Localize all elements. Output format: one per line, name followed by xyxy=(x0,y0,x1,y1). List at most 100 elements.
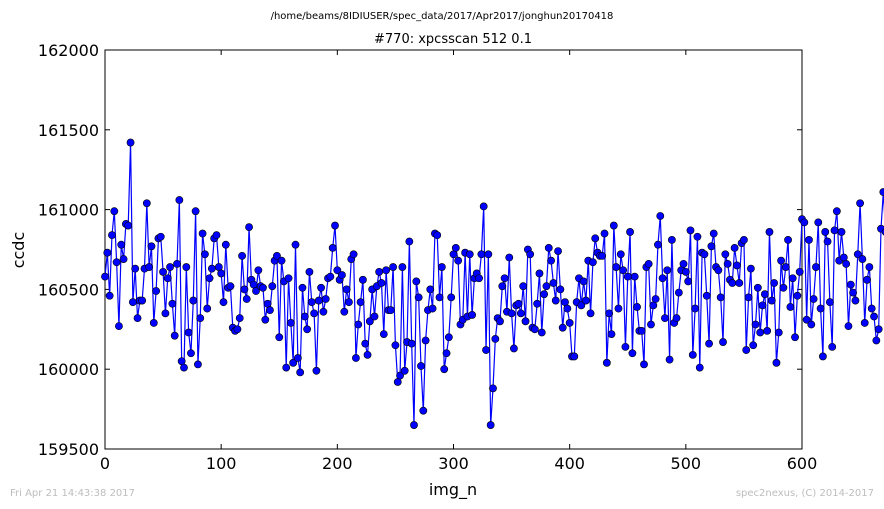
data-point xyxy=(607,330,616,338)
data-point xyxy=(598,251,607,260)
data-point xyxy=(770,279,779,287)
plot-area: 0 100 200 300 400 500 600 159500 160000 160500 161… xyxy=(38,41,884,473)
data-point xyxy=(851,296,860,305)
x-tick-label: 400 xyxy=(554,454,585,473)
data-point xyxy=(714,266,723,275)
data-point xyxy=(563,304,572,313)
data-point xyxy=(484,250,493,259)
data-point xyxy=(138,296,147,305)
data-point xyxy=(612,263,621,271)
data-point xyxy=(319,307,328,316)
data-point xyxy=(103,248,112,257)
data-point xyxy=(240,285,249,294)
data-point xyxy=(300,312,309,321)
data-point xyxy=(640,360,648,369)
data-point xyxy=(217,269,226,278)
data-point xyxy=(579,277,588,286)
data-point xyxy=(630,272,639,281)
data-point xyxy=(600,229,609,238)
data-point xyxy=(793,291,802,300)
data-point xyxy=(159,267,167,276)
data-point xyxy=(874,325,883,334)
data-point xyxy=(286,319,295,327)
data-point xyxy=(358,275,367,284)
data-point xyxy=(289,358,298,367)
data-point xyxy=(774,328,783,337)
data-point xyxy=(110,207,119,216)
data-point xyxy=(779,283,788,292)
data-point xyxy=(421,336,430,345)
data-point xyxy=(760,290,769,299)
data-point xyxy=(440,365,449,374)
data-point xyxy=(802,315,811,324)
data-point xyxy=(124,221,133,230)
data-point xyxy=(340,307,349,316)
data-point xyxy=(651,295,660,303)
data-point xyxy=(514,299,523,308)
data-point xyxy=(784,236,792,244)
data-point xyxy=(282,363,291,372)
data-point xyxy=(245,223,253,232)
data-point xyxy=(489,384,497,393)
data-point xyxy=(238,251,246,260)
data-point xyxy=(749,341,758,350)
data-point xyxy=(428,304,437,313)
footer-timestamp: Fri Apr 21 14:43:38 2017 xyxy=(10,488,136,499)
data-point xyxy=(602,358,611,367)
data-point xyxy=(168,299,177,308)
data-point xyxy=(765,228,774,236)
data-point xyxy=(352,354,360,362)
data-point xyxy=(412,277,421,286)
data-point xyxy=(519,282,528,291)
data-point xyxy=(505,253,514,262)
data-series xyxy=(101,138,884,429)
data-point xyxy=(312,366,321,375)
data-point xyxy=(700,250,709,259)
data-point xyxy=(735,279,744,287)
data-point xyxy=(849,288,858,297)
data-point xyxy=(728,279,737,287)
data-point xyxy=(767,296,776,305)
data-point xyxy=(756,328,765,337)
data-point xyxy=(863,275,871,284)
y-tick-label: 162000 xyxy=(38,41,99,60)
x-tick-label: 500 xyxy=(671,454,702,473)
data-point xyxy=(400,366,409,375)
data-point xyxy=(205,274,214,283)
data-point xyxy=(370,312,379,321)
data-point xyxy=(196,314,205,323)
x-axis-label: img_n xyxy=(429,480,477,500)
data-point xyxy=(577,301,586,310)
data-point xyxy=(349,250,358,259)
data-point xyxy=(686,226,695,235)
data-point xyxy=(702,291,711,300)
data-point xyxy=(753,283,762,292)
data-point xyxy=(621,342,630,351)
data-point xyxy=(170,331,179,340)
data-point xyxy=(507,309,516,318)
data-point xyxy=(284,274,293,283)
data-point xyxy=(609,221,618,230)
data-point xyxy=(375,267,384,276)
data-point xyxy=(496,317,504,326)
data-point xyxy=(586,309,595,318)
data-point xyxy=(363,350,372,359)
data-point xyxy=(691,304,700,313)
data-point xyxy=(175,196,184,204)
data-point xyxy=(119,255,128,263)
data-point xyxy=(521,317,530,326)
data-point xyxy=(152,287,161,295)
data-point xyxy=(161,309,170,318)
data-point xyxy=(417,362,425,370)
data-point xyxy=(219,298,228,307)
data-point xyxy=(149,319,158,327)
y-tick-label: 159500 xyxy=(38,440,99,459)
data-point xyxy=(112,258,121,267)
data-point xyxy=(688,350,697,359)
data-point xyxy=(200,250,209,259)
data-point xyxy=(147,242,156,251)
data-point xyxy=(156,232,165,241)
data-point xyxy=(540,290,549,299)
data-point xyxy=(389,263,397,271)
data-point xyxy=(163,274,172,283)
